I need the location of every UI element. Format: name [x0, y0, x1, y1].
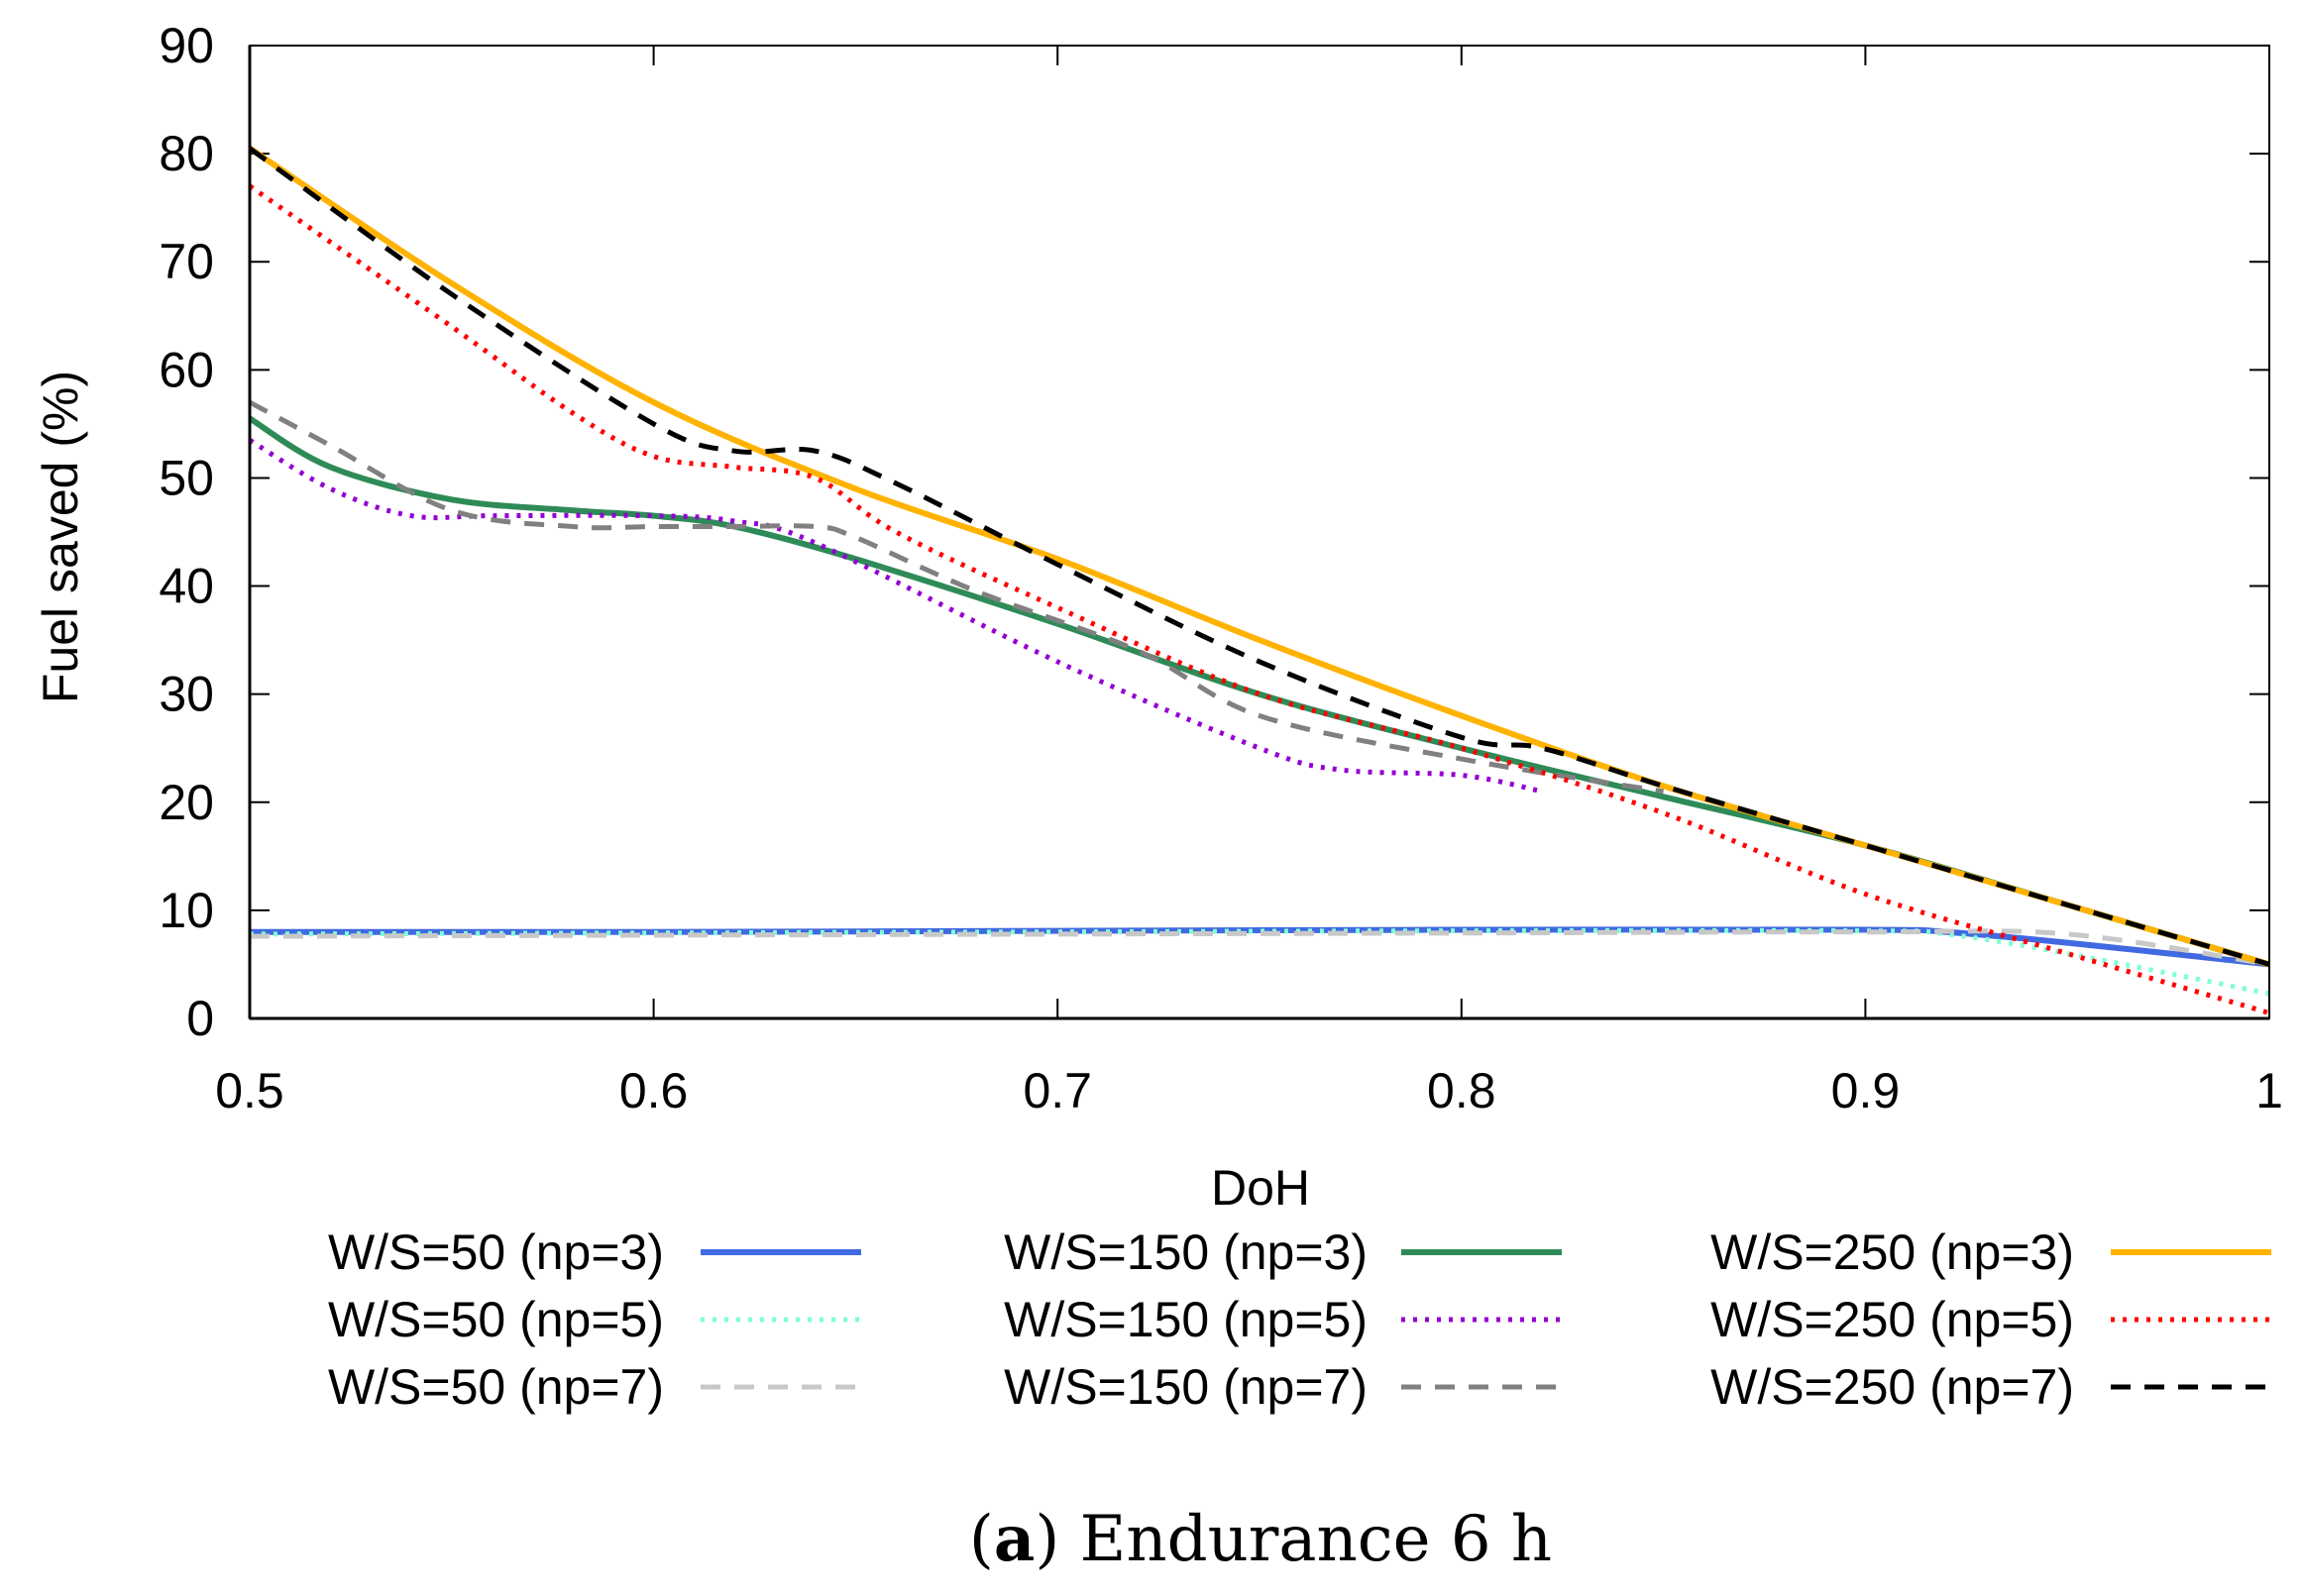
y-tick-label: 20 [159, 775, 214, 830]
y-tick-label: 70 [159, 234, 214, 289]
legend-label-9: W/S=250 (np=7) [1710, 1359, 2074, 1415]
legend-label-2: W/S=50 (np=5) [328, 1292, 664, 1347]
y-tick-label: 60 [159, 342, 214, 397]
series-line-1 [249, 926, 2270, 968]
series-layer [248, 146, 2270, 1015]
caption-text: ) Endurance 6 h [1035, 1503, 1552, 1576]
legend: W/S=50 (np=3) W/S=50 (np=5) W/S=50 (np=7) W… [328, 1224, 2271, 1415]
legend-label-1: W/S=50 (np=3) [328, 1224, 664, 1280]
legend-label-4: W/S=150 (np=3) [1004, 1224, 1368, 1280]
series-line-7 [248, 146, 2270, 968]
caption-prefix: ( [969, 1503, 994, 1576]
legend-label-8: W/S=250 (np=5) [1710, 1292, 2074, 1347]
y-tick-label: 10 [159, 883, 214, 938]
figure-caption: (a) Endurance 6 h [969, 1502, 1552, 1576]
y-tick-label: 80 [159, 126, 214, 181]
legend-label-6: W/S=150 (np=7) [1004, 1359, 1368, 1415]
series-line-5 [248, 438, 1543, 795]
series-line-2 [249, 927, 2270, 997]
y-tick-label: 0 [186, 991, 214, 1046]
x-tick-label: 0.5 [215, 1063, 284, 1118]
caption-label: a [994, 1502, 1035, 1576]
x-tick-label: 0.7 [1023, 1063, 1092, 1118]
y-tick-label: 40 [159, 559, 214, 614]
series-line-8 [248, 183, 2270, 1015]
axes-frame [248, 45, 2270, 1020]
y-tick-label: 50 [159, 450, 214, 505]
x-tick-label: 0.6 [619, 1063, 689, 1118]
ticks-layer: 0 10 20 30 40 50 60 70 80 90 0.5 0.6 0.7 0.8 0.9 1 [159, 18, 2283, 1118]
x-tick-label: 0.8 [1427, 1063, 1496, 1118]
series-line-6 [248, 399, 1664, 795]
series-line-3 [249, 928, 2270, 967]
legend-label-5: W/S=150 (np=5) [1004, 1292, 1368, 1347]
y-axis-title: Fuel saved (%) [33, 371, 88, 703]
x-axis-title: DoH [1211, 1160, 1310, 1216]
y-tick-label: 90 [159, 18, 214, 73]
legend-label-3: W/S=50 (np=7) [328, 1359, 664, 1415]
legend-label-7: W/S=250 (np=3) [1710, 1224, 2074, 1280]
x-tick-label: 0.9 [1831, 1063, 1901, 1118]
x-tick-label: 1 [2255, 1063, 2283, 1118]
y-tick-label: 30 [159, 667, 214, 722]
